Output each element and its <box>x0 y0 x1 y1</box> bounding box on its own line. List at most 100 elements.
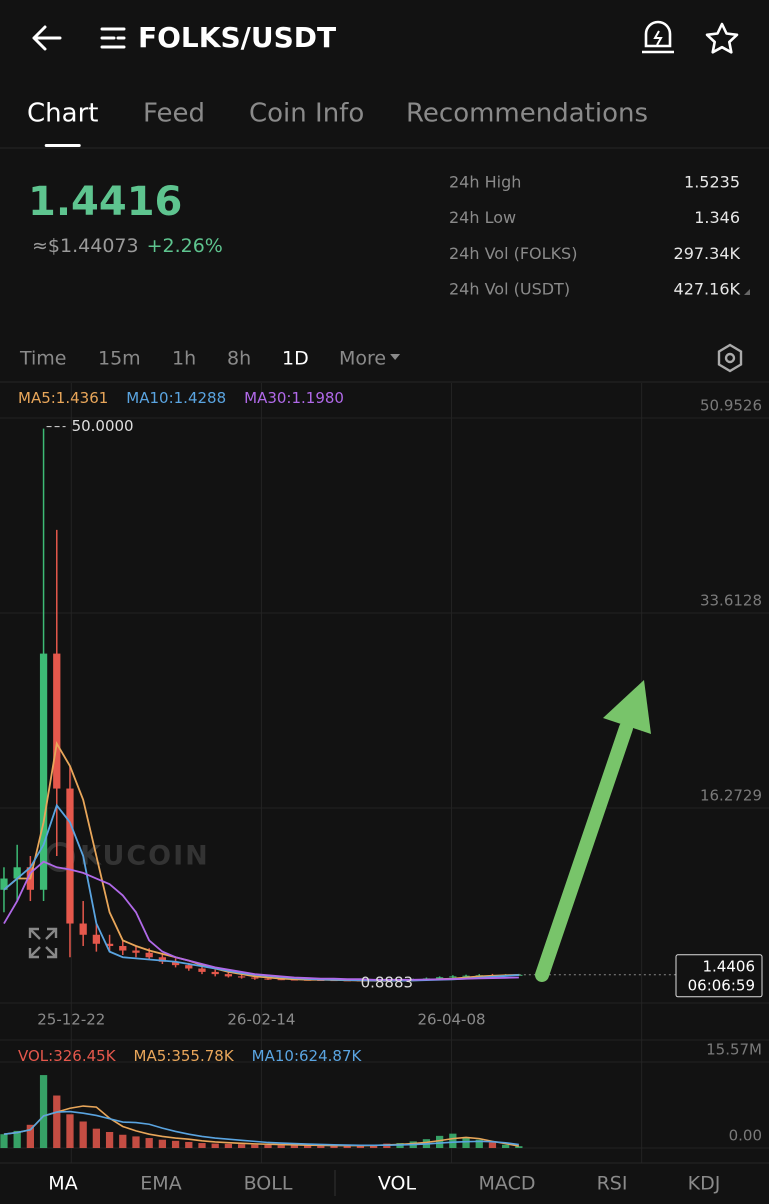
interval[interactable]: Time <box>19 348 67 370</box>
volume-bar <box>449 1133 457 1149</box>
volume-bar <box>224 1143 233 1149</box>
volume-bar <box>158 1139 167 1149</box>
annotation-arrow <box>535 680 651 982</box>
volume-bar <box>26 1124 34 1149</box>
indicator-tab[interactable]: VOL <box>378 1173 417 1195</box>
legend: MA5:1.4361 MA10:1.4288 MA30:1.1980 <box>18 389 344 407</box>
legend-entry: MA10:624.87K <box>252 1047 363 1065</box>
ma-line <box>3 860 519 981</box>
candle-body <box>436 977 444 979</box>
indicator-tab[interactable]: MACD <box>479 1173 536 1195</box>
last-price-box <box>675 954 763 998</box>
volume-bar <box>356 1145 365 1149</box>
vol-ma-line <box>3 1110 519 1147</box>
volume-bar <box>462 1136 470 1149</box>
y-tick-label: 50.9526 <box>700 396 762 414</box>
volume-bar <box>171 1140 180 1149</box>
candle-body <box>211 971 219 975</box>
x-tick-label: 25-12-22 <box>37 1011 105 1029</box>
tab[interactable]: Chart <box>27 99 98 129</box>
volume-bar <box>211 1143 219 1149</box>
volume-bar <box>145 1138 153 1149</box>
interval[interactable]: 1h <box>172 348 196 370</box>
candle-body <box>264 978 272 980</box>
usd-price: ≈$1.44073 +2.26% <box>32 235 223 257</box>
volume-bar <box>251 1144 259 1149</box>
candle-body <box>462 975 470 977</box>
volume-bar <box>79 1121 87 1149</box>
candle-body <box>198 968 206 972</box>
volume-bar <box>277 1145 285 1149</box>
candle-body <box>53 653 61 789</box>
stat-label: 24h Vol (FOLKS) <box>449 244 577 263</box>
candle-body <box>0 878 8 890</box>
candle-body <box>171 961 180 966</box>
interval[interactable]: 15m <box>98 348 141 370</box>
indicator-tab[interactable]: BOLL <box>244 1173 293 1195</box>
candle-body <box>251 977 259 979</box>
volume-bar <box>488 1142 497 1149</box>
volume-bar <box>317 1145 325 1149</box>
vol-indicator <box>744 289 750 295</box>
pair-title: FOLKS/USDT <box>138 21 336 54</box>
legend-entry: VOL:326.45K <box>18 1047 117 1065</box>
vol-ma-line <box>3 1105 519 1147</box>
back-button[interactable] <box>32 25 62 51</box>
last-time-label: 06:06:59 <box>688 976 755 994</box>
candle-body <box>39 653 48 890</box>
volume-bar <box>92 1128 101 1149</box>
tab[interactable]: Feed <box>143 99 205 129</box>
y-tick-label: 0.00 <box>729 1127 762 1145</box>
legend-entry: MA10:1.4288 <box>126 389 226 407</box>
volume-bar <box>13 1130 21 1149</box>
volume-bar <box>502 1144 510 1149</box>
candle-body <box>185 965 193 969</box>
indicator-tab[interactable]: EMA <box>140 1173 181 1195</box>
expand-icon[interactable] <box>28 927 58 959</box>
volume-bar <box>105 1131 114 1149</box>
tab[interactable]: Coin Info <box>249 99 364 129</box>
candle-body <box>158 957 167 962</box>
volume-bar <box>53 1095 61 1149</box>
interval[interactable]: 8h <box>227 348 251 370</box>
tab[interactable]: Recommendations <box>406 99 648 129</box>
interval[interactable]: 1D <box>282 348 309 370</box>
menu-icon[interactable] <box>100 27 126 49</box>
max-label: 50.0000 <box>72 417 134 435</box>
interval[interactable]: More <box>339 348 386 370</box>
volume-bar <box>515 1146 523 1149</box>
candle-body <box>66 788 74 924</box>
volume-bar <box>39 1075 48 1149</box>
last-price-label: 1.4406 <box>703 957 756 975</box>
volume-bar <box>185 1141 193 1149</box>
candle-body <box>119 946 127 951</box>
volume-bar <box>66 1114 74 1149</box>
dropdown-caret <box>390 354 401 360</box>
settings-icon[interactable] <box>717 343 743 373</box>
favorite-icon[interactable] <box>705 22 739 54</box>
volume-bar <box>343 1145 351 1149</box>
candle-body <box>224 974 233 977</box>
volume-bar <box>237 1144 246 1149</box>
candle-body <box>13 867 21 879</box>
stat-label: 24h Vol (USDT) <box>449 280 570 299</box>
volume-bar <box>369 1144 378 1149</box>
y-tick-label: 16.2729 <box>700 786 762 804</box>
last-price: 1.4416 <box>28 179 182 225</box>
x-tick-label: 26-02-14 <box>227 1011 295 1029</box>
indicator-tab[interactable]: KDJ <box>688 1173 721 1195</box>
candle-body <box>277 979 285 981</box>
volume-bar <box>264 1144 272 1149</box>
alert-icon[interactable] <box>642 20 674 54</box>
candle-body <box>449 976 457 978</box>
stat-label: 24h Low <box>449 208 516 227</box>
candle-body <box>92 934 101 944</box>
tab-underline <box>44 144 81 147</box>
legend-entry: MA5:355.78K <box>134 1047 235 1065</box>
indicator-tab[interactable]: MA <box>48 1173 77 1195</box>
watermark: KUCOIN <box>80 841 210 872</box>
indicator-tab[interactable]: RSI <box>597 1173 628 1195</box>
